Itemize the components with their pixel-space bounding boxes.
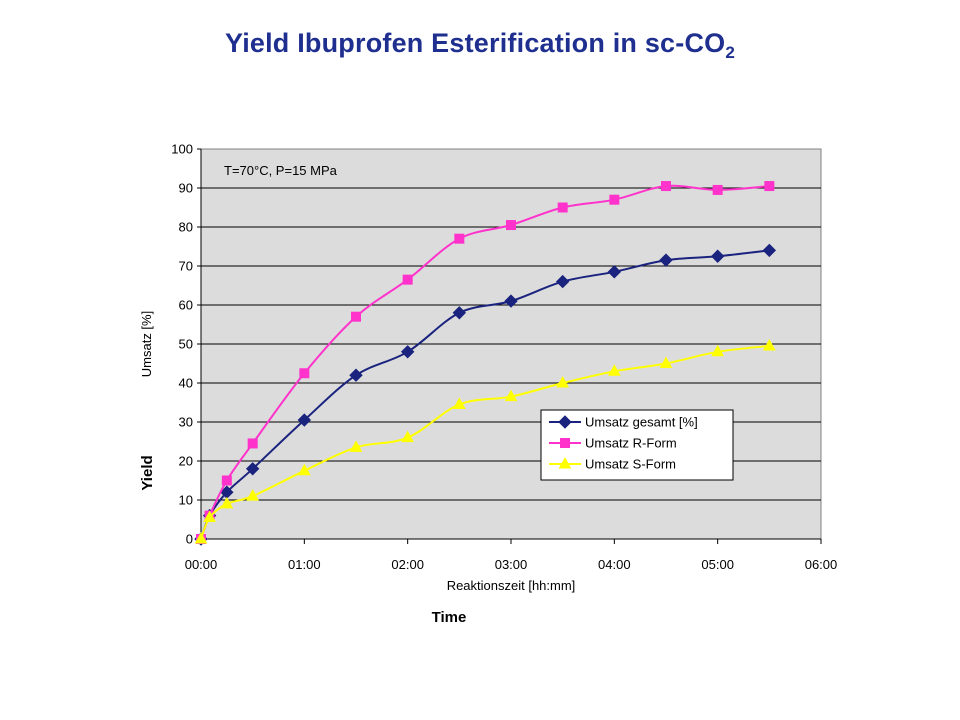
- y-tick-label: 100: [171, 142, 193, 157]
- data-point: [762, 243, 777, 258]
- data-point: [351, 311, 361, 322]
- legend-marker: [560, 438, 570, 448]
- data-point: [297, 413, 312, 427]
- y-tick-label: 70: [179, 259, 193, 274]
- data-point: [556, 375, 570, 388]
- data-point: [246, 489, 260, 501]
- data-point: [504, 389, 518, 402]
- x-tick-label: 00:00: [185, 557, 218, 572]
- y-tick-label: 10: [179, 493, 193, 508]
- legend-item: Umsatz gesamt [%]: [549, 415, 698, 430]
- data-point: [712, 184, 723, 195]
- data-point: [220, 496, 234, 509]
- y-tick-label: 0: [186, 532, 193, 547]
- data-point: [203, 510, 216, 523]
- y-tick-label: 20: [179, 454, 193, 469]
- data-point: [659, 253, 673, 267]
- data-point: [762, 338, 776, 351]
- data-point: [506, 220, 516, 231]
- yield-label: Yield: [139, 455, 156, 490]
- legend-label: Umsatz R-Form: [585, 436, 677, 451]
- data-point: [659, 356, 673, 368]
- data-point: [764, 181, 775, 192]
- legend-label: Umsatz gesamt [%]: [585, 415, 698, 430]
- data-point: [609, 194, 620, 205]
- x-tick-label: 02:00: [391, 557, 424, 572]
- y-tick-label: 80: [179, 220, 193, 235]
- data-point: [401, 430, 415, 443]
- time-label: Time: [432, 609, 467, 626]
- y-tick-label: 90: [179, 181, 193, 196]
- data-point: [299, 368, 310, 379]
- data-point: [194, 531, 208, 544]
- x-tick-label: 06:00: [805, 557, 838, 572]
- x-axis-title: Reaktionszeit [hh:mm]: [447, 578, 576, 593]
- data-point: [402, 274, 413, 285]
- series-s-form: [194, 338, 776, 544]
- data-point: [400, 345, 415, 359]
- plot-area: [194, 148, 822, 546]
- data-point: [555, 274, 570, 289]
- data-point: [245, 462, 260, 476]
- data-point: [557, 202, 568, 213]
- data-point: [661, 181, 671, 192]
- y-tick-label: 60: [179, 298, 193, 313]
- y-tick-label: 50: [179, 337, 193, 352]
- legend-marker: [558, 415, 572, 429]
- y-tick-label: 40: [179, 376, 193, 391]
- data-point: [607, 364, 621, 376]
- x-tick-label: 05:00: [701, 557, 734, 572]
- chart-annotation: T=70°C, P=15 MPa: [224, 163, 338, 178]
- slide-title: Yield Ibuprofen Esterification in sc-CO2: [0, 28, 960, 63]
- data-point: [452, 397, 466, 409]
- legend: Umsatz gesamt [%] Umsatz R-Form Umsatz S-F…: [540, 409, 734, 481]
- data-point: [711, 344, 725, 357]
- data-point: [221, 475, 232, 486]
- data-point: [710, 249, 725, 263]
- y-axis-title: Umsatz [%]: [139, 311, 154, 377]
- data-point: [349, 440, 363, 452]
- data-point: [349, 368, 363, 382]
- title-subscript: 2: [725, 43, 736, 62]
- x-tick-label: 04:00: [598, 557, 631, 572]
- x-tick-label: 01:00: [288, 557, 321, 572]
- data-point: [247, 438, 258, 449]
- y-tick-label: 30: [179, 415, 193, 430]
- x-tick-label: 03:00: [495, 557, 528, 572]
- legend-item: Umsatz R-Form: [549, 436, 677, 451]
- data-point: [607, 265, 622, 279]
- title-main: Yield Ibuprofen Esterification in sc-CO: [224, 28, 726, 58]
- legend-marker: [558, 456, 572, 469]
- data-point: [454, 233, 465, 244]
- data-point: [504, 294, 518, 308]
- legend-item: Umsatz S-Form: [549, 457, 676, 472]
- legend-label: Umsatz S-Form: [585, 457, 676, 472]
- series-line: [200, 184, 770, 540]
- data-point: [452, 306, 467, 320]
- data-point: [297, 463, 311, 476]
